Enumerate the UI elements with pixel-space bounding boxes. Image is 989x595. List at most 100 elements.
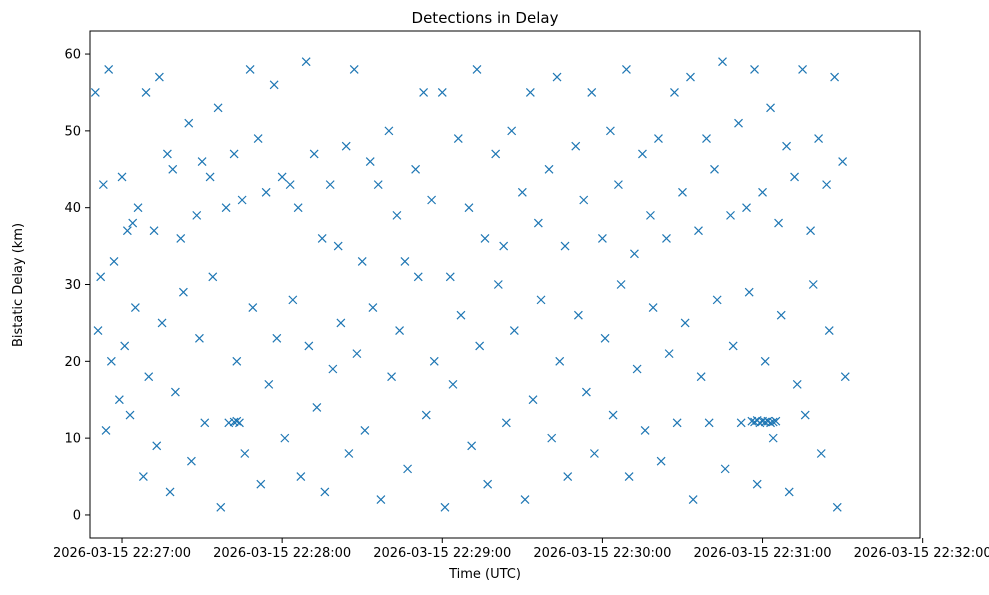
data-point	[678, 187, 687, 197]
x-tick-label: 2026-03-15 22:32:00	[854, 546, 989, 561]
data-point	[736, 418, 746, 428]
data-point	[403, 464, 413, 474]
data-point	[712, 295, 722, 305]
data-point	[96, 272, 106, 282]
data-point	[376, 495, 386, 505]
data-point	[587, 88, 597, 97]
data-point	[141, 88, 151, 97]
data-point	[710, 164, 719, 174]
data-point	[301, 57, 311, 67]
data-point	[630, 249, 639, 259]
data-point	[456, 310, 466, 320]
data-point	[109, 257, 119, 266]
data-point	[245, 64, 255, 74]
data-point	[632, 364, 642, 374]
x-tick-label: 2026-03-15 22:30:00	[533, 546, 671, 561]
data-point	[664, 349, 674, 359]
data-point	[341, 141, 351, 151]
data-point	[349, 64, 359, 74]
data-point	[573, 310, 583, 320]
data-point	[419, 88, 429, 97]
data-point	[152, 441, 162, 451]
data-points	[90, 57, 850, 512]
data-point	[288, 295, 298, 305]
data-point	[726, 210, 735, 220]
data-point	[499, 241, 509, 251]
data-point	[365, 157, 375, 167]
data-point	[269, 80, 279, 90]
y-tick-label: 30	[64, 278, 81, 293]
data-point	[248, 303, 258, 312]
data-point	[654, 134, 663, 143]
data-point	[806, 226, 816, 236]
data-point	[475, 341, 485, 351]
data-point	[168, 164, 178, 174]
data-point	[411, 164, 421, 174]
data-point	[640, 426, 650, 435]
y-tick-label: 60	[64, 48, 81, 63]
data-point	[662, 233, 671, 243]
data-point	[448, 379, 458, 389]
data-point	[686, 72, 695, 82]
data-point	[814, 134, 824, 143]
data-point	[445, 272, 455, 282]
data-point	[90, 88, 100, 97]
data-point	[213, 103, 223, 113]
data-point	[525, 88, 535, 97]
data-point	[694, 226, 703, 236]
data-point	[750, 64, 759, 74]
data-point	[384, 126, 394, 136]
data-point	[536, 295, 546, 305]
data-point	[493, 280, 503, 289]
data-point	[144, 372, 154, 382]
y-tick-label: 40	[64, 201, 81, 216]
data-point	[830, 72, 840, 82]
data-point	[742, 203, 751, 213]
data-point	[656, 456, 666, 466]
data-point	[560, 241, 570, 251]
data-point	[571, 141, 581, 151]
data-point	[421, 410, 431, 420]
data-point	[122, 226, 132, 236]
data-point	[216, 502, 226, 512]
data-point	[824, 326, 834, 336]
data-point	[149, 226, 159, 236]
data-point	[280, 433, 290, 443]
data-point	[720, 464, 730, 474]
data-point	[822, 180, 832, 190]
data-point	[579, 195, 589, 205]
data-point	[221, 203, 231, 213]
data-point	[320, 487, 330, 497]
data-point	[162, 149, 172, 159]
data-point	[563, 472, 573, 481]
data-point	[360, 426, 370, 435]
data-point	[798, 64, 807, 74]
data-point	[528, 395, 538, 405]
data-point	[104, 64, 114, 74]
data-point	[520, 495, 530, 505]
data-point	[622, 64, 631, 74]
data-point	[427, 195, 437, 205]
data-point	[670, 88, 679, 97]
data-point	[93, 326, 103, 336]
data-point	[328, 364, 338, 374]
data-point	[125, 410, 135, 420]
y-axis: 0 10 20 30 40 50 60	[64, 48, 90, 523]
data-point	[752, 479, 762, 489]
data-point	[208, 272, 218, 282]
data-point	[184, 118, 194, 128]
data-point	[718, 57, 727, 67]
data-point	[760, 356, 770, 366]
data-point	[648, 303, 658, 312]
data-point	[774, 218, 783, 228]
y-tick-label: 20	[64, 355, 81, 370]
data-point	[176, 233, 186, 243]
data-point	[491, 149, 501, 159]
data-point	[237, 195, 247, 205]
data-point	[325, 180, 335, 190]
data-point	[696, 372, 706, 382]
data-point	[336, 318, 346, 328]
data-point	[840, 372, 850, 382]
